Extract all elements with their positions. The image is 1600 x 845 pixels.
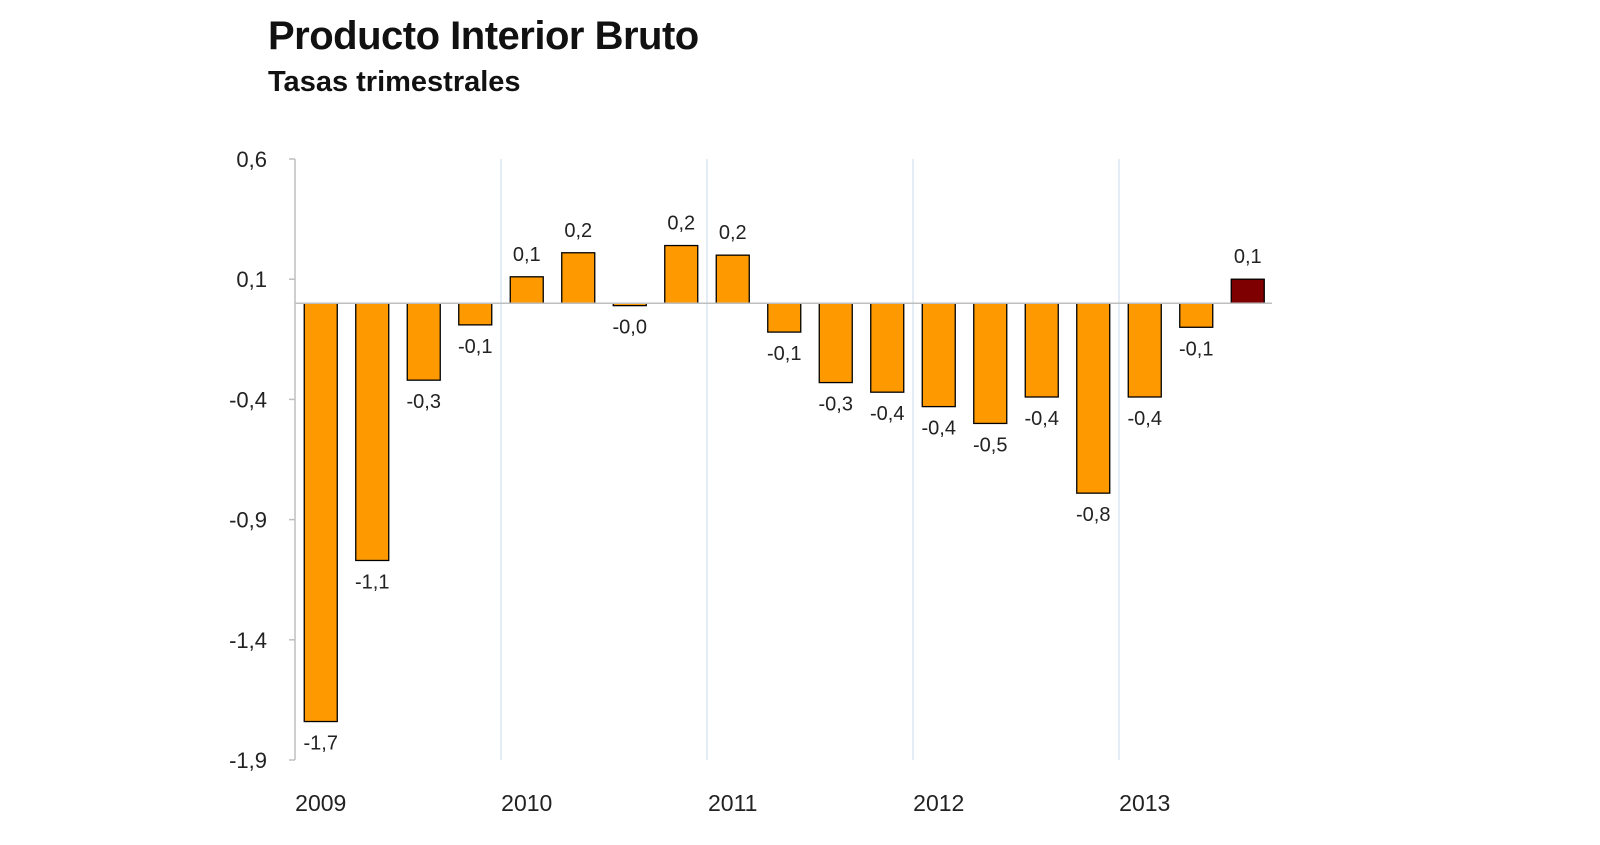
bar	[1127, 302, 1162, 398]
chart-subtitle: Tasas trimestrales	[268, 66, 521, 98]
y-tick-label: -0,4	[229, 387, 267, 412]
y-tick-label: -0,9	[229, 508, 267, 533]
x-year-label: 2010	[501, 790, 552, 816]
bar	[921, 302, 956, 408]
bar	[561, 252, 596, 304]
data-label: -0,4	[922, 418, 956, 440]
x-year-label: 2011	[708, 790, 757, 816]
data-label: 0,2	[564, 220, 592, 242]
data-label: 0,2	[719, 222, 747, 244]
bar	[870, 302, 905, 393]
x-year-label: 2012	[913, 790, 964, 816]
bar	[406, 302, 441, 381]
data-label: -0,3	[407, 391, 441, 413]
bar	[509, 276, 544, 304]
data-label: -0,3	[819, 394, 853, 416]
bar	[355, 302, 390, 562]
bar	[1076, 302, 1111, 494]
y-tick-label: 0,1	[236, 267, 267, 292]
data-label: -0,1	[458, 336, 492, 358]
bar	[458, 302, 493, 326]
bar	[1024, 302, 1059, 398]
bar	[303, 302, 338, 723]
chart-title: Producto Interior Bruto	[268, 14, 699, 58]
data-label: -0,1	[767, 343, 801, 365]
data-label: -1,7	[304, 733, 338, 755]
x-year-label: 2013	[1119, 790, 1170, 816]
bar	[973, 302, 1008, 425]
y-tick-label: -1,4	[229, 628, 267, 653]
data-label: -0,4	[1128, 408, 1162, 430]
bar	[767, 302, 802, 333]
bar	[715, 254, 750, 304]
data-label: -0,4	[1025, 408, 1059, 430]
data-label: -0,8	[1076, 504, 1110, 526]
data-label: -0,4	[870, 403, 904, 425]
data-label: 0,1	[513, 244, 541, 266]
bar	[818, 302, 853, 384]
data-label: 0,1	[1234, 246, 1262, 268]
bar	[1179, 302, 1214, 328]
y-tick-label: -1,9	[229, 748, 267, 773]
data-label: -0,1	[1179, 338, 1213, 360]
bar	[1230, 278, 1265, 304]
bar	[664, 244, 699, 304]
y-tick-label: 0,6	[236, 147, 267, 172]
x-year-label: 2009	[295, 790, 346, 816]
data-label: -1,1	[355, 571, 389, 593]
data-label: 0,2	[667, 213, 695, 235]
data-label: -0,0	[613, 317, 647, 339]
data-label: -0,5	[973, 434, 1007, 456]
